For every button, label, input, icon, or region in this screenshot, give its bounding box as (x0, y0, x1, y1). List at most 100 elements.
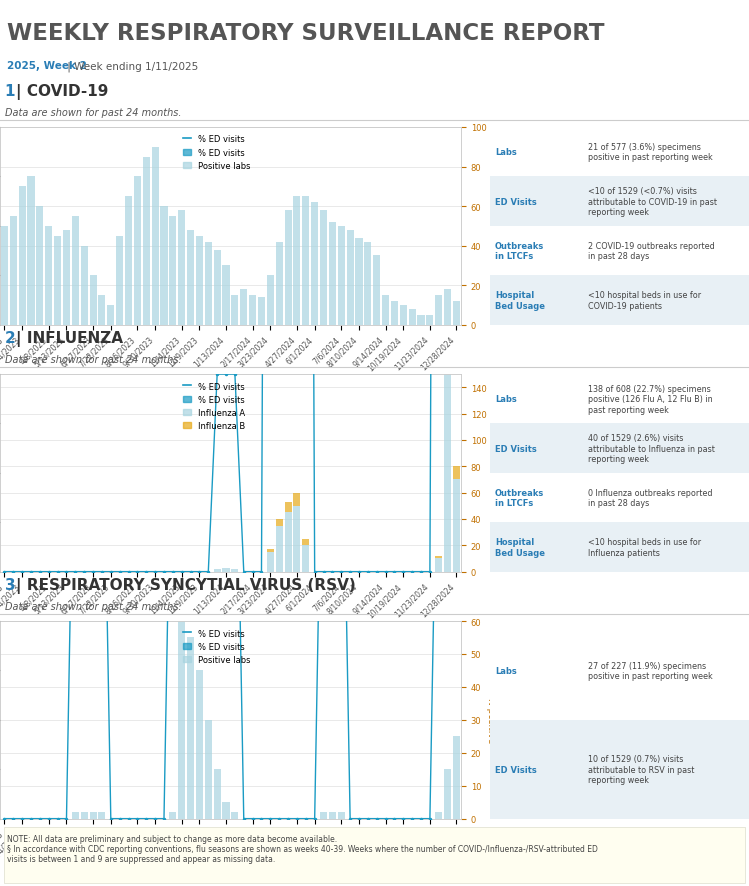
Bar (276, 243, 283, 325)
Bar (285, 513, 291, 572)
Text: WEEKLY RESPIRATORY SURVEILLANCE REPORT: WEEKLY RESPIRATORY SURVEILLANCE REPORT (7, 22, 605, 45)
Bar (338, 812, 345, 819)
Bar (382, 296, 389, 325)
Bar (356, 238, 363, 325)
FancyBboxPatch shape (4, 828, 745, 883)
Text: | COVID-19: | COVID-19 (16, 83, 109, 99)
Bar (444, 290, 451, 325)
Text: ED Visits: ED Visits (495, 765, 537, 773)
Legend: % ED visits, % ED visits, Influenza A, Influenza B: % ED visits, % ED visits, Influenza A, I… (179, 378, 248, 434)
Bar (222, 802, 230, 819)
Text: 10 of 1529 (0.7%) visits
attributable to RSV in past
reporting week: 10 of 1529 (0.7%) visits attributable to… (588, 755, 694, 784)
Bar (435, 556, 443, 559)
Bar (240, 290, 247, 325)
Text: Labs: Labs (495, 666, 517, 675)
Text: ED Visits: ED Visits (495, 444, 537, 453)
Y-axis label: N positive: N positive (486, 697, 495, 742)
Bar (204, 243, 212, 325)
Text: 0 Influenza outbreaks reported
in past 28 days: 0 Influenza outbreaks reported in past 2… (588, 488, 713, 508)
FancyBboxPatch shape (490, 276, 749, 325)
Bar (435, 559, 443, 572)
Bar (347, 230, 354, 325)
Bar (400, 306, 407, 325)
FancyBboxPatch shape (490, 375, 749, 424)
Bar (187, 638, 194, 819)
Bar (231, 570, 238, 572)
Text: 138 of 608 (22.7%) specimens
positive (126 Flu A, 12 Flu B) in
past reporting we: 138 of 608 (22.7%) specimens positive (1… (588, 385, 713, 414)
Bar (258, 298, 265, 325)
Bar (267, 276, 274, 325)
Text: | INFLUENZA: | INFLUENZA (16, 330, 123, 346)
Text: <10 hospital beds in use for
COVID-19 patients: <10 hospital beds in use for COVID-19 pa… (588, 291, 701, 310)
Bar (90, 812, 97, 819)
Bar (63, 230, 70, 325)
Bar (37, 206, 43, 325)
Bar (98, 296, 106, 325)
Bar (151, 148, 159, 325)
Bar (373, 256, 380, 325)
Bar (409, 309, 416, 325)
Bar (426, 315, 434, 325)
Bar (178, 621, 185, 819)
FancyBboxPatch shape (490, 720, 749, 819)
Text: Data are shown for past 24 months.: Data are shown for past 24 months. (4, 602, 181, 611)
Bar (72, 812, 79, 819)
Bar (213, 250, 221, 325)
Bar (45, 227, 52, 325)
Bar (81, 812, 88, 819)
Bar (444, 769, 451, 819)
Bar (28, 177, 34, 325)
Legend: % ED visits, % ED visits, Positive labs: % ED visits, % ED visits, Positive labs (179, 626, 253, 667)
FancyBboxPatch shape (490, 523, 749, 572)
Bar (294, 506, 300, 572)
FancyBboxPatch shape (490, 177, 749, 227)
Bar (294, 493, 300, 506)
Bar (453, 301, 460, 325)
Bar (231, 296, 238, 325)
Bar (19, 187, 25, 325)
Bar (417, 315, 425, 325)
FancyBboxPatch shape (490, 424, 749, 473)
Text: <10 hospital beds in use for
Influenza patients: <10 hospital beds in use for Influenza p… (588, 538, 701, 557)
Bar (196, 237, 203, 325)
Bar (160, 206, 168, 325)
Bar (116, 237, 123, 325)
Bar (285, 211, 291, 325)
Text: ED Visits: ED Visits (495, 198, 537, 206)
Bar (125, 197, 132, 325)
Bar (267, 552, 274, 572)
Y-axis label: Positive Labs: Positive Labs (491, 444, 500, 502)
Text: Hospital
Bed Usage: Hospital Bed Usage (495, 538, 545, 557)
Text: 1: 1 (4, 83, 20, 98)
Bar (303, 546, 309, 572)
Bar (107, 306, 115, 325)
Bar (90, 276, 97, 325)
Bar (267, 549, 274, 552)
Bar (187, 230, 194, 325)
Text: Labs: Labs (495, 395, 517, 404)
Text: Outbreaks
in LTCFs: Outbreaks in LTCFs (495, 242, 545, 260)
Bar (169, 217, 177, 325)
Text: 2025, Week 2: 2025, Week 2 (7, 61, 88, 71)
Bar (249, 296, 256, 325)
Bar (54, 237, 61, 325)
Bar (364, 243, 372, 325)
Text: | Week ending 1/11/2025: | Week ending 1/11/2025 (64, 61, 198, 72)
Text: 27 of 227 (11.9%) specimens
positive in past reporting week: 27 of 227 (11.9%) specimens positive in … (588, 661, 713, 680)
FancyBboxPatch shape (490, 227, 749, 276)
FancyBboxPatch shape (490, 621, 749, 720)
Bar (231, 812, 238, 819)
Text: | RESPIRATORY SYNCYTIAL VIRUS (RSV): | RESPIRATORY SYNCYTIAL VIRUS (RSV) (16, 577, 356, 593)
Bar (435, 812, 443, 819)
Y-axis label: N positive: N positive (491, 204, 500, 249)
Bar (391, 301, 398, 325)
Bar (311, 203, 318, 325)
Bar (338, 227, 345, 325)
Bar (72, 217, 79, 325)
Bar (143, 158, 150, 325)
Text: <10 of 1529 (<0.7%) visits
attributable to COVID-19 in past
reporting week: <10 of 1529 (<0.7%) visits attributable … (588, 187, 718, 217)
Bar (320, 812, 327, 819)
Bar (169, 812, 177, 819)
Text: Labs: Labs (495, 148, 517, 157)
Text: Outbreaks
in LTCFs: Outbreaks in LTCFs (495, 488, 545, 508)
